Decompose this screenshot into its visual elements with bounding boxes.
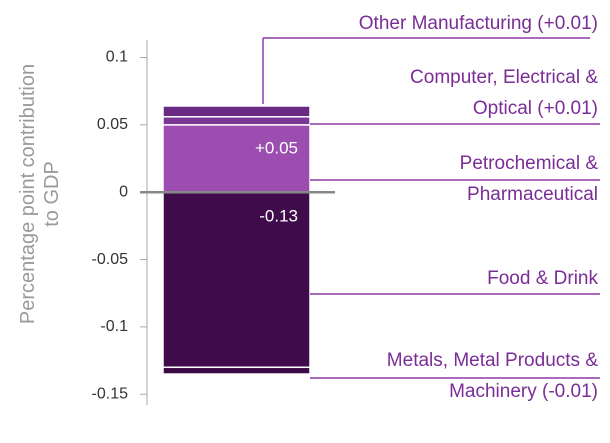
annotation-value: (-0.01) [542,381,598,402]
bar-segment [162,366,311,375]
y-tick-label: -0.15 [92,385,129,402]
y-tick-label: -0.1 [100,318,128,335]
bar-segment [162,191,311,369]
series-name: Metals, Metal Products & Machinery [386,350,598,402]
annotation: Computer, Electrical & Optical (+0.01) [363,62,598,124]
y-axis-label: Percentage point contribution to GDP [17,63,63,325]
annotation: Petrochemical & Pharmaceutical [418,148,598,210]
y-tick-label: 0 [119,183,128,200]
bar-segment [162,124,311,193]
value-label: -0.13 [259,207,298,226]
series-name: Petrochemical & Pharmaceutical [459,153,598,205]
series-name: Other Manufacturing [358,13,532,34]
bar-stack [162,105,311,375]
series-name: Computer, Electrical & Optical [410,67,598,119]
annotation: Other Manufacturing (+0.01) [268,8,598,39]
y-tick-label: -0.05 [92,251,129,268]
annotation-value: (+0.01) [537,98,598,119]
annotation: Metals, Metal Products & Machinery (-0.0… [376,345,598,407]
y-tick-label: 0.05 [97,116,128,133]
annotation: Food & Drink [398,263,598,294]
bar-segment [162,105,311,118]
y-tick-label: 0.1 [106,49,128,66]
series-name: Food & Drink [487,268,598,289]
bar-segment [162,116,311,126]
annotation-value: (+0.01) [537,13,598,34]
value-label: +0.05 [255,138,298,157]
